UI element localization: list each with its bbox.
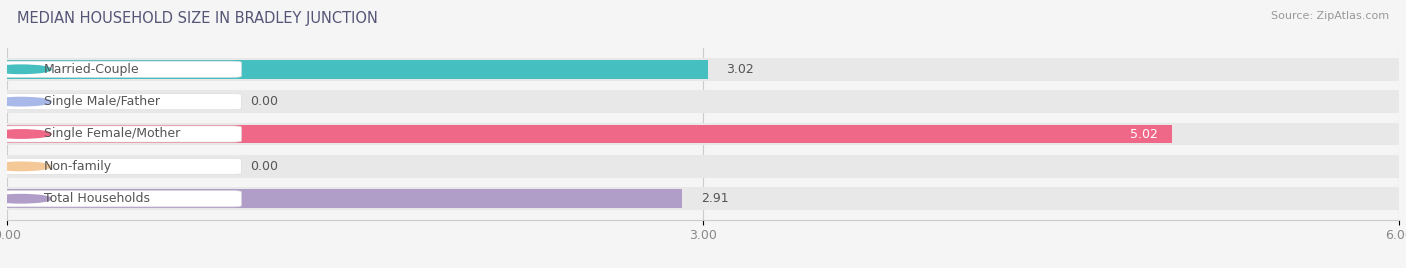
Text: Married-Couple: Married-Couple — [44, 63, 139, 76]
Bar — [7, 189, 682, 208]
Circle shape — [0, 98, 51, 106]
Bar — [7, 123, 1399, 145]
Text: Single Male/Father: Single Male/Father — [44, 95, 160, 108]
Text: Single Female/Mother: Single Female/Mother — [44, 128, 180, 140]
FancyBboxPatch shape — [3, 158, 242, 174]
Circle shape — [0, 195, 51, 203]
Bar — [7, 125, 1171, 143]
FancyBboxPatch shape — [3, 191, 242, 207]
Text: MEDIAN HOUSEHOLD SIZE IN BRADLEY JUNCTION: MEDIAN HOUSEHOLD SIZE IN BRADLEY JUNCTIO… — [17, 11, 378, 26]
Text: 0.00: 0.00 — [250, 95, 278, 108]
Bar — [7, 60, 707, 79]
Text: Total Households: Total Households — [44, 192, 150, 205]
Bar — [7, 155, 1399, 178]
FancyBboxPatch shape — [3, 61, 242, 77]
Bar — [7, 187, 1399, 210]
FancyBboxPatch shape — [3, 126, 242, 142]
Bar — [7, 58, 1399, 81]
Text: 0.00: 0.00 — [250, 160, 278, 173]
Circle shape — [0, 65, 51, 73]
Text: 3.02: 3.02 — [727, 63, 754, 76]
Text: Source: ZipAtlas.com: Source: ZipAtlas.com — [1271, 11, 1389, 21]
Bar — [7, 90, 1399, 113]
Circle shape — [0, 130, 51, 138]
FancyBboxPatch shape — [3, 94, 242, 110]
Text: Non-family: Non-family — [44, 160, 112, 173]
Text: 5.02: 5.02 — [1130, 128, 1157, 140]
Circle shape — [0, 162, 51, 170]
Text: 2.91: 2.91 — [700, 192, 728, 205]
